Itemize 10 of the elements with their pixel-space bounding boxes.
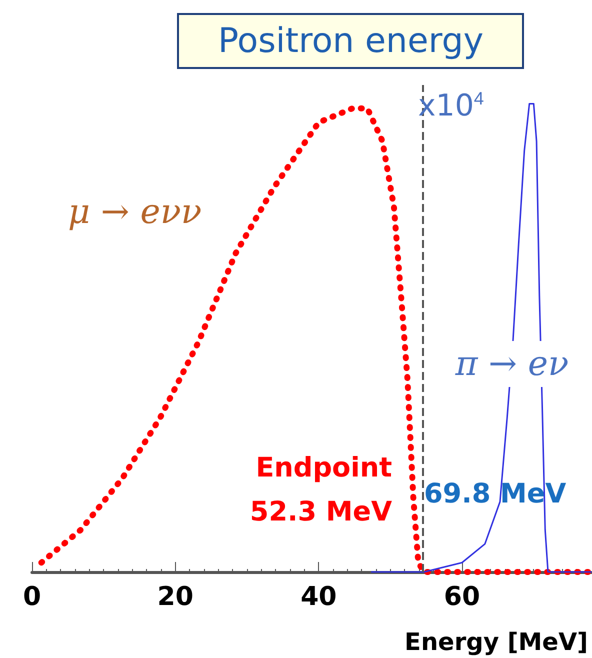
x-tick-label: 40: [300, 582, 337, 612]
x-axis-title: Energy [MeV]: [404, 628, 588, 656]
x-tick-label: 0: [22, 582, 42, 612]
x-tick-label: 20: [157, 582, 194, 612]
chart-title: Positron energy: [218, 21, 484, 61]
annotation: π → eν: [454, 344, 569, 384]
x-tick-label: 60: [444, 582, 480, 612]
annotation: 52.3 MeV: [250, 496, 392, 528]
annotation: Endpoint: [256, 452, 392, 484]
annotation: μ → eνν: [68, 192, 202, 232]
